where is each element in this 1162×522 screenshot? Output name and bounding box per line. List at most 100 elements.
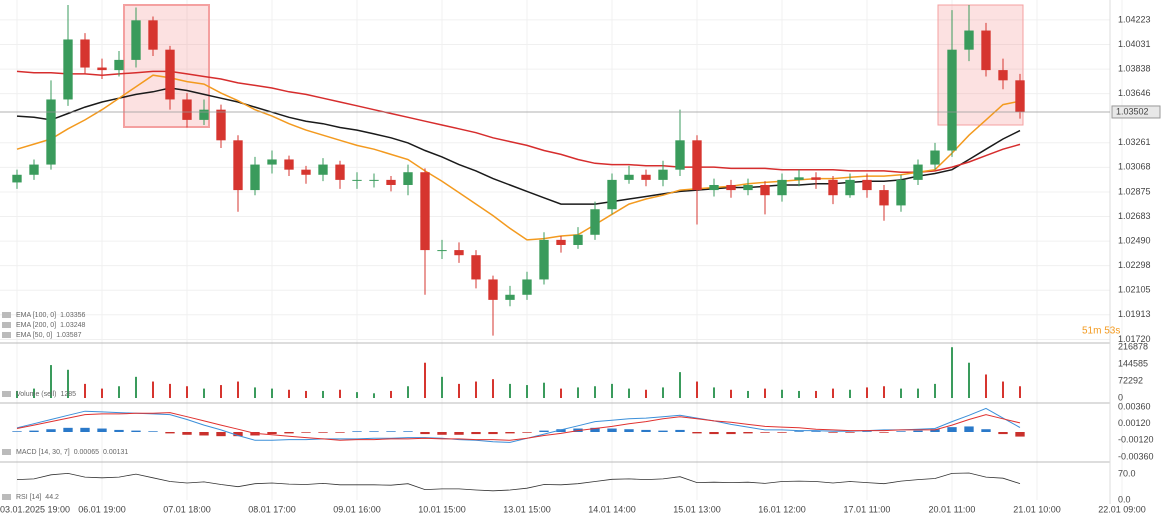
volume-bar xyxy=(16,390,18,398)
x-tick-label: 08.01 17:00 xyxy=(248,504,296,514)
volume-bar xyxy=(662,387,664,398)
histogram-bar xyxy=(539,430,549,432)
histogram-bar xyxy=(709,432,719,435)
legend-text: RSI [14] xyxy=(16,494,41,501)
histogram-bar xyxy=(233,432,243,437)
candle-body xyxy=(233,140,243,191)
histogram-bar xyxy=(12,431,22,432)
x-tick-label: 16.01 12:00 xyxy=(758,504,806,514)
legend-text: 44.2 xyxy=(45,494,59,501)
candle-body xyxy=(131,20,141,60)
histogram-bar xyxy=(267,432,277,435)
candle-body xyxy=(522,279,532,295)
candle-body xyxy=(284,159,294,170)
volume-bar xyxy=(645,389,647,398)
candle-body xyxy=(675,140,685,170)
candle-body xyxy=(964,30,974,50)
line-series xyxy=(16,407,1021,443)
volume-bar xyxy=(356,392,358,398)
histogram-bar xyxy=(862,431,872,432)
volume-bar xyxy=(1019,386,1021,398)
histogram-bar xyxy=(726,432,736,435)
x-tick-label: 07.01 18:00 xyxy=(163,504,211,514)
volume-bar xyxy=(492,379,494,398)
volume-bar xyxy=(866,387,868,398)
candle-body xyxy=(828,179,838,196)
histogram-bar xyxy=(930,429,940,432)
volume-bar xyxy=(696,381,698,398)
candle-body xyxy=(318,164,328,175)
volume-bar xyxy=(441,376,443,398)
histogram-bar xyxy=(743,432,753,434)
histogram-bar xyxy=(131,430,141,432)
candle-body xyxy=(947,49,957,151)
volume-bar xyxy=(934,383,936,398)
histogram-bar xyxy=(1015,432,1025,437)
histogram-bar xyxy=(471,432,481,435)
candle-body xyxy=(216,109,226,141)
legend-text: EMA [200, 0] xyxy=(16,322,56,329)
x-tick-label: 22.01 09:00 xyxy=(1098,504,1146,514)
candle-body xyxy=(1015,80,1025,112)
candle-body xyxy=(607,179,617,210)
x-tick-label: 10.01 15:00 xyxy=(418,504,466,514)
y-tick-label: 0.0 xyxy=(1118,494,1131,504)
histogram-bar xyxy=(46,429,56,432)
candle-body xyxy=(165,49,175,100)
candle-body xyxy=(46,99,56,165)
y-tick-label: 0 xyxy=(1118,392,1123,402)
histogram-bar xyxy=(896,431,906,432)
candle-body xyxy=(386,179,396,185)
volume-bar xyxy=(1002,381,1004,398)
candle-body xyxy=(539,239,549,280)
histogram-bar xyxy=(641,429,651,432)
candle-body xyxy=(250,164,260,191)
legend-icon xyxy=(2,391,11,397)
y-tick-label: -0.00360 xyxy=(1118,451,1154,461)
volume-bar xyxy=(135,376,137,398)
histogram-bar xyxy=(403,431,413,432)
volume-bar xyxy=(169,383,171,398)
histogram-bar xyxy=(845,432,855,433)
candle-body xyxy=(471,255,481,280)
volume-bar xyxy=(271,388,273,398)
y-tick-label: 1.03838 xyxy=(1118,63,1151,73)
candle-body xyxy=(760,184,770,196)
y-tick-label: 1.03261 xyxy=(1118,137,1151,147)
x-tick-label: 14.01 14:00 xyxy=(588,504,636,514)
candle-body xyxy=(114,59,124,71)
histogram-bar xyxy=(981,429,991,432)
candle-body xyxy=(556,239,566,245)
candle-body xyxy=(301,169,311,175)
volume-bar xyxy=(254,387,256,398)
volume-bar xyxy=(322,390,324,398)
volume-bar xyxy=(883,386,885,398)
histogram-bar xyxy=(29,430,39,432)
y-tick-label: 1.02490 xyxy=(1118,236,1151,246)
candle-body xyxy=(267,159,277,165)
volume-bar xyxy=(917,388,919,398)
candle-body xyxy=(743,184,753,191)
y-tick-label: 72292 xyxy=(1118,375,1143,385)
volume-bar xyxy=(84,383,86,398)
y-tick-label: 1.01720 xyxy=(1118,334,1151,344)
last-price-label: 1.03502 xyxy=(1116,106,1149,116)
histogram-bar xyxy=(913,430,923,432)
candle-body xyxy=(335,164,345,180)
histogram-bar xyxy=(216,432,226,437)
volume-bar xyxy=(67,369,69,398)
histogram-bar xyxy=(284,432,294,434)
volume-bar xyxy=(611,383,613,398)
volume-bar xyxy=(849,389,851,398)
histogram-bar xyxy=(386,431,396,432)
candle-body xyxy=(420,172,430,251)
volume-bar xyxy=(220,385,222,398)
legend-text: 0.00131 xyxy=(103,449,128,456)
legend-text: Volume (sell) xyxy=(16,391,56,398)
histogram-bar xyxy=(692,432,702,434)
y-tick-label: 1.02298 xyxy=(1118,260,1151,270)
candle-body xyxy=(29,164,39,175)
candle-body xyxy=(981,30,991,71)
candle-body xyxy=(913,164,923,180)
